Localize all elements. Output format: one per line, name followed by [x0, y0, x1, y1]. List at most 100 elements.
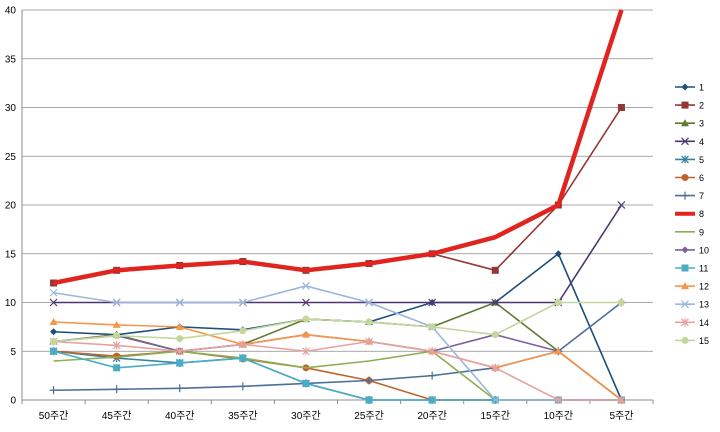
legend-label: 6: [699, 173, 704, 183]
legend-label: 4: [699, 137, 704, 147]
series-line-8: [53, 9, 624, 286]
data-point: [112, 341, 121, 350]
data-point: [491, 396, 500, 404]
data-point: [428, 396, 436, 404]
data-point: [238, 340, 247, 349]
x-tick-label: 20주간: [417, 410, 447, 422]
legend-marker: [681, 155, 689, 164]
y-tick-label: 20: [5, 201, 17, 212]
legend-label: 8: [699, 209, 704, 219]
x-tick-label: 15주간: [480, 410, 510, 422]
legend-label: 2: [699, 101, 704, 111]
data-point: [617, 299, 625, 306]
data-point: [302, 347, 310, 356]
legend-label: 11: [699, 264, 708, 274]
series-9: [53, 350, 622, 401]
data-point: [175, 322, 184, 330]
legend-item-10: 10: [675, 245, 709, 255]
x-tick-label: 40주간: [165, 410, 195, 422]
data-point: [365, 337, 373, 346]
legend-label: 7: [699, 191, 704, 201]
y-tick-label: 35: [5, 54, 17, 65]
y-tick-label: 30: [5, 103, 17, 114]
series-14: [49, 337, 626, 404]
series-line-6: [53, 350, 622, 401]
data-point: [301, 330, 310, 338]
legend-marker: [681, 101, 689, 109]
legend-item-1: 1: [675, 83, 704, 93]
legend-label: 13: [699, 300, 709, 310]
x-tick-label: 5주간: [609, 410, 633, 422]
plot-area: 0 5 10 15 20 25 30 35 40 50주간 45주간 40주간 35주간 30주간 25주간…: [5, 6, 654, 422]
y-tick-label: 25: [5, 152, 17, 163]
legend-label: 12: [699, 282, 709, 292]
legend-marker: [681, 282, 689, 290]
data-point: [491, 266, 499, 274]
series-3: [49, 298, 626, 403]
legend-label: 10: [699, 245, 709, 255]
series-15: [50, 299, 625, 345]
legend-marker: [681, 83, 689, 91]
series-line-1: [53, 252, 623, 401]
data-point: [491, 298, 500, 307]
data-point: [554, 347, 563, 355]
data-point: [365, 376, 374, 385]
legend-marker: [681, 300, 689, 309]
series-line-10: [53, 333, 622, 401]
data-point: [617, 396, 626, 404]
data-point: [50, 328, 58, 336]
y-tick-label: 15: [5, 249, 17, 260]
data-point: [50, 338, 58, 345]
series-line-13: [53, 285, 622, 401]
data-point: [239, 354, 247, 362]
data-point: [49, 298, 58, 307]
legend-item-3: 3: [675, 119, 704, 129]
x-tick-label: 10주간: [544, 410, 574, 422]
y-tick-label: 10: [5, 298, 17, 309]
legend-item-13: 13: [675, 300, 709, 310]
data-point: [175, 298, 184, 307]
series-line-5: [53, 350, 622, 401]
data-point: [617, 104, 625, 111]
legend-label: 15: [699, 336, 709, 346]
data-point: [491, 363, 500, 372]
legend-item-6: 6: [675, 173, 704, 183]
legend-marker: [681, 137, 689, 146]
legend-item-4: 4: [675, 137, 704, 147]
legend-marker: [681, 174, 689, 181]
y-tick-label: 0: [10, 396, 16, 407]
data-point: [491, 331, 499, 339]
data-point: [239, 327, 247, 335]
legend-item-5: 5: [675, 155, 704, 165]
legend-item-15: 15: [675, 336, 709, 346]
data-point: [113, 364, 121, 372]
data-point: [428, 347, 437, 356]
legend-label: 3: [699, 119, 704, 129]
data-point: [365, 396, 373, 404]
y-tick-label: 5: [10, 347, 16, 358]
legend-marker: [681, 191, 689, 200]
data-point: [176, 359, 184, 367]
series-line-12: [53, 321, 622, 401]
series-2: [50, 104, 625, 287]
data-point: [49, 288, 58, 297]
data-point: [49, 318, 58, 325]
x-tick-label: 25주간: [354, 410, 384, 422]
data-point: [50, 347, 58, 355]
data-point: [302, 282, 310, 290]
data-point: [302, 298, 310, 307]
legend-item-11: 11: [675, 264, 708, 274]
data-point: [302, 315, 310, 323]
data-point: [49, 386, 58, 395]
legend-item-12: 12: [675, 282, 709, 292]
legend-marker: [681, 246, 689, 254]
data-point: [617, 201, 626, 209]
series-10: [50, 331, 625, 404]
x-tick-label: 30주간: [291, 410, 321, 422]
data-point: [365, 298, 373, 307]
data-point: [175, 384, 184, 393]
data-point: [554, 299, 562, 306]
data-point: [554, 396, 563, 404]
data-point: [175, 347, 184, 356]
data-point: [112, 320, 121, 328]
